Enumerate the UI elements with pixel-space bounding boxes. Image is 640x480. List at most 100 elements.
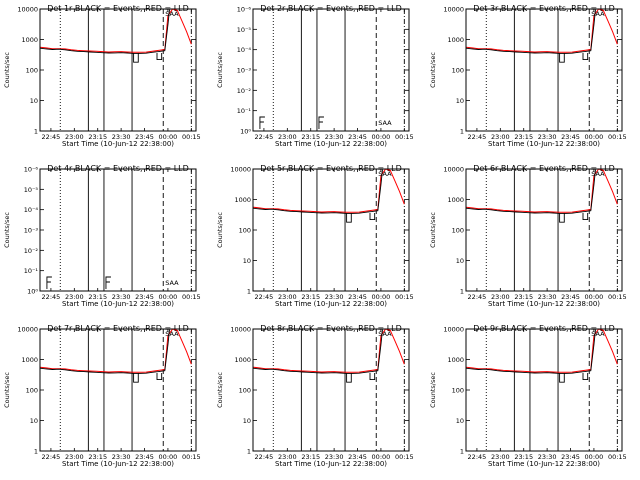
y-tick-label: 100 xyxy=(26,67,38,75)
lld-series-line xyxy=(465,8,618,53)
x-tick-label: 23:15 xyxy=(514,293,533,301)
x-tick-label: 23:45 xyxy=(561,133,580,141)
x-axis-label: Start Time (10-Jun-12 22:38:00) xyxy=(62,140,174,148)
y-tick-label: 10 xyxy=(30,417,38,425)
x-tick-label: 23:00 xyxy=(65,453,84,461)
events-dropout xyxy=(559,213,565,223)
y-tick-label: 1 xyxy=(460,128,464,136)
x-tick-label: 23:15 xyxy=(301,293,320,301)
x-tick-label: 23:45 xyxy=(561,453,580,461)
x-tick-label: 00:15 xyxy=(608,453,627,461)
x-tick-label: 23:15 xyxy=(301,133,320,141)
plot-frame xyxy=(465,8,623,132)
y-tick-label: 1000 xyxy=(447,36,464,44)
saa-annotation: SAA xyxy=(591,330,605,338)
saa-annotation: SAA xyxy=(591,170,605,178)
plot-frame xyxy=(465,328,623,452)
x-tick-label: 23:15 xyxy=(88,133,107,141)
x-axis-label: Start Time (10-Jun-12 22:38:00) xyxy=(275,460,387,468)
events-dropout xyxy=(369,213,376,221)
y-tick-label: 10⁻¹ xyxy=(237,107,252,115)
x-tick-label: 22:45 xyxy=(42,133,61,141)
plot-frame xyxy=(39,8,197,132)
x-tick-label: 00:00 xyxy=(372,133,391,141)
x-tick-label: 23:00 xyxy=(491,293,510,301)
x-tick-label: 23:30 xyxy=(538,133,557,141)
y-tick-label: 10⁰ xyxy=(27,288,38,296)
x-tick-label: 22:45 xyxy=(468,293,487,301)
x-tick-label: 23:00 xyxy=(491,453,510,461)
y-tick-label: 10⁻⁵ xyxy=(237,26,252,34)
y-axis-label: Counts/sec xyxy=(3,52,11,88)
x-axis-label: Start Time (10-Jun-12 22:38:00) xyxy=(488,140,600,148)
x-tick-label: 23:45 xyxy=(348,293,367,301)
y-tick-label: 1000 xyxy=(447,196,464,204)
x-tick-label: 22:45 xyxy=(42,453,61,461)
x-tick-label: 00:15 xyxy=(395,453,414,461)
x-tick-label: 23:30 xyxy=(538,293,557,301)
x-tick-label: 00:15 xyxy=(182,133,201,141)
plot-frame xyxy=(252,328,410,452)
events-series-line xyxy=(39,329,170,374)
y-axis-label: Counts/sec xyxy=(3,212,11,248)
flag-marker xyxy=(105,276,111,289)
x-tick-label: 00:00 xyxy=(585,453,604,461)
y-tick-label: 10 xyxy=(30,97,38,105)
y-tick-label: 100 xyxy=(239,227,251,235)
x-tick-label: 00:00 xyxy=(372,293,391,301)
y-tick-label: 1 xyxy=(34,448,38,456)
x-axis-label: Start Time (10-Jun-12 22:38:00) xyxy=(62,460,174,468)
y-tick-label: 10⁻¹ xyxy=(24,267,39,275)
plot-frame xyxy=(252,168,410,292)
saa-annotation: SAA xyxy=(165,10,179,18)
y-tick-label: 10000 xyxy=(443,6,464,14)
y-tick-label: 100 xyxy=(239,387,251,395)
x-tick-label: 00:00 xyxy=(585,133,604,141)
flag-marker xyxy=(318,116,324,129)
plot-frame xyxy=(465,168,623,292)
x-tick-label: 23:00 xyxy=(278,453,297,461)
x-tick-label: 00:15 xyxy=(395,133,414,141)
saa-annotation: SAA xyxy=(378,170,392,178)
y-tick-label: 10⁻² xyxy=(24,247,39,255)
lld-series-line xyxy=(465,328,618,373)
x-tick-label: 23:00 xyxy=(491,133,510,141)
events-dropout xyxy=(582,213,589,221)
x-tick-label: 22:45 xyxy=(255,133,274,141)
y-tick-label: 10 xyxy=(243,417,251,425)
x-tick-label: 22:45 xyxy=(42,293,61,301)
events-series-line xyxy=(252,169,383,214)
y-tick-label: 1 xyxy=(34,128,38,136)
y-tick-label: 1000 xyxy=(21,36,38,44)
x-tick-label: 23:45 xyxy=(561,293,580,301)
x-axis-label: Start Time (10-Jun-12 22:38:00) xyxy=(275,300,387,308)
y-tick-label: 1000 xyxy=(21,356,38,364)
events-dropout xyxy=(582,373,589,381)
y-tick-label: 1000 xyxy=(234,356,251,364)
x-tick-label: 23:00 xyxy=(65,293,84,301)
x-axis-label: Start Time (10-Jun-12 22:38:00) xyxy=(488,460,600,468)
y-tick-label: 10⁰ xyxy=(240,128,251,136)
y-tick-label: 10 xyxy=(456,97,464,105)
events-dropout xyxy=(346,213,352,223)
x-tick-label: 23:30 xyxy=(112,293,131,301)
x-tick-label: 23:45 xyxy=(135,293,154,301)
y-tick-label: 1 xyxy=(247,288,251,296)
y-tick-label: 10000 xyxy=(443,326,464,334)
lld-series-line xyxy=(39,8,192,53)
x-tick-label: 23:15 xyxy=(88,293,107,301)
flag-marker xyxy=(259,116,265,129)
x-tick-label: 23:00 xyxy=(278,133,297,141)
y-tick-label: 10000 xyxy=(17,326,38,334)
x-tick-label: 23:30 xyxy=(112,453,131,461)
events-dropout xyxy=(156,373,163,381)
x-tick-label: 00:00 xyxy=(159,453,178,461)
plot-frame xyxy=(252,8,410,132)
